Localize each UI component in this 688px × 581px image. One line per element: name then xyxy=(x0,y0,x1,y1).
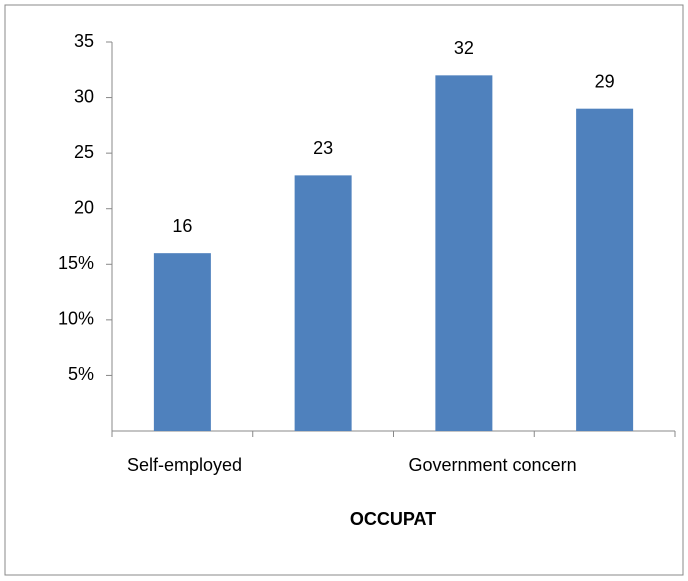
x-tick-label-box: Government concern xyxy=(408,455,577,475)
data-label: 29 xyxy=(595,71,615,91)
data-label: 23 xyxy=(313,138,333,158)
data-label: 16 xyxy=(172,216,192,236)
bar xyxy=(576,108,634,431)
x-tick-label: Government concern xyxy=(408,455,577,475)
y-tick-label: 20 xyxy=(74,197,94,217)
y-tick-label: 5% xyxy=(68,364,94,384)
data-label: 32 xyxy=(454,38,474,58)
bar xyxy=(153,253,211,431)
y-tick-label: 10% xyxy=(58,309,94,329)
bar xyxy=(435,75,493,431)
y-tick-label: 30 xyxy=(74,86,94,106)
y-tick-label: 35 xyxy=(74,31,94,51)
y-tick-label: 15% xyxy=(58,253,94,273)
y-tick-label: 25 xyxy=(74,142,94,162)
bar xyxy=(294,175,352,431)
x-tick-label-box: Self-employed xyxy=(127,455,243,475)
x-tick-label: Self-employed xyxy=(127,455,243,475)
x-axis-label: OCCUPAT xyxy=(350,509,436,529)
